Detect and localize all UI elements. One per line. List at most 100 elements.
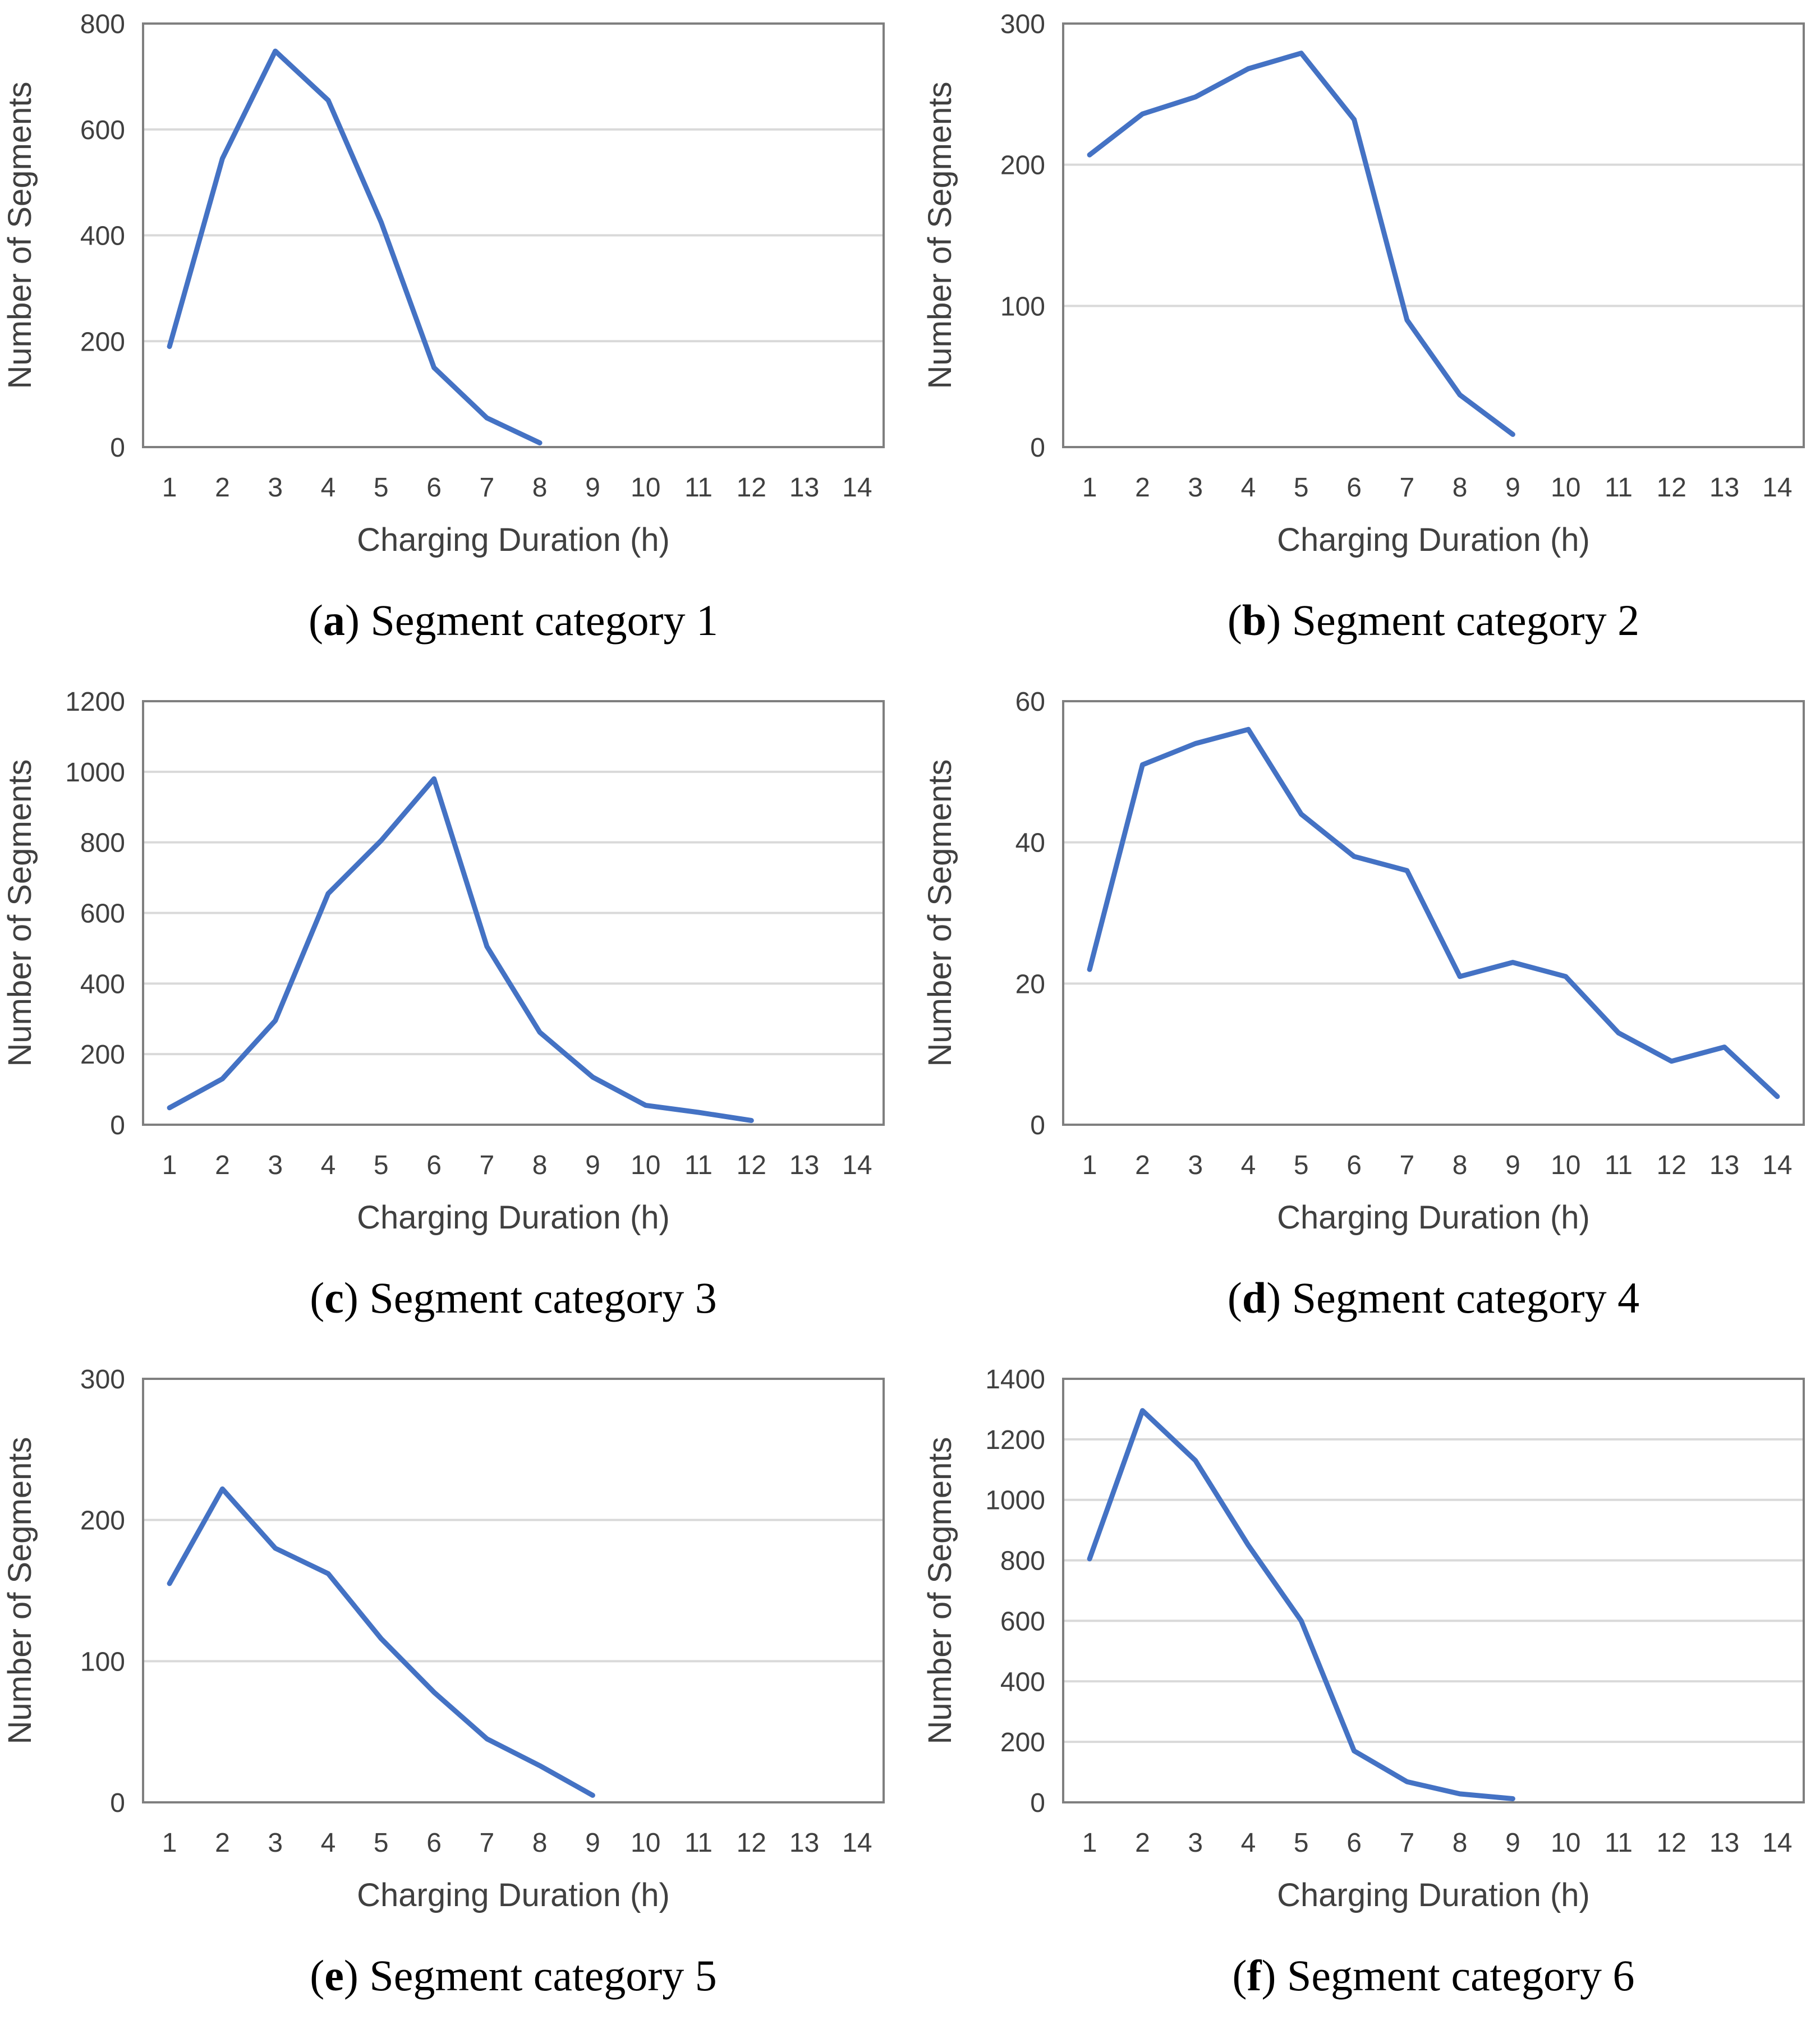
panel-caption-text: Segment category 2 (1292, 596, 1639, 645)
data-point (379, 839, 383, 843)
y-axis-title: Number of Segments (2, 759, 38, 1066)
x-tick-label: 1 (162, 1828, 177, 1858)
data-point (538, 441, 542, 445)
series-line (167, 48, 543, 445)
x-axis-title: Charging Duration (h) (1277, 1199, 1590, 1236)
data-point (327, 1572, 330, 1576)
x-tick-label: 2 (1135, 473, 1150, 503)
x-tick-label: 2 (1135, 1828, 1150, 1858)
data-point (327, 891, 330, 895)
x-tick-label: 9 (1505, 1151, 1520, 1180)
data-point (1247, 67, 1250, 71)
data-point (432, 366, 436, 370)
y-tick-label: 1400 (985, 1365, 1045, 1395)
data-point (1405, 318, 1409, 322)
x-tick-label: 3 (268, 1151, 283, 1180)
x-axis-title: Charging Duration (h) (357, 1877, 670, 1913)
y-tick-label: 400 (80, 969, 125, 999)
x-tick-label: 13 (1709, 473, 1739, 503)
x-tick-label: 4 (1241, 1151, 1256, 1180)
y-tick-label: 300 (80, 1365, 125, 1395)
y-tick-label: 200 (80, 1040, 125, 1070)
panel-caption: (b) Segment category 2 (1228, 596, 1639, 645)
x-tick-label: 7 (1400, 473, 1415, 503)
x-tick-label: 6 (426, 1151, 442, 1180)
data-point (538, 1030, 542, 1034)
y-tick-label: 200 (1000, 1728, 1045, 1757)
panel-caption-text: Segment category 1 (371, 596, 718, 645)
data-point (1299, 51, 1303, 55)
plot-area-frame (1062, 22, 1805, 448)
x-tick-label: 12 (737, 473, 766, 503)
data-point (1352, 118, 1356, 122)
x-tick-label: 1 (1082, 1151, 1097, 1180)
x-tick-label: 2 (215, 473, 230, 503)
panel-letter: b (1242, 596, 1266, 645)
x-tick-label: 13 (789, 473, 819, 503)
y-tick-label: 0 (1030, 1111, 1045, 1140)
x-tick-label: 11 (1605, 1828, 1633, 1858)
panel-caption: (a) Segment category 1 (309, 596, 718, 645)
panel-caption: (f) Segment category 6 (1233, 1951, 1635, 2000)
x-tick-label: 4 (321, 1151, 336, 1180)
x-tick-label: 8 (532, 1828, 548, 1858)
x-tick-label: 2 (215, 1828, 230, 1858)
x-tick-label: 9 (585, 473, 600, 503)
y-tick-label: 0 (110, 433, 125, 463)
y-tick-label: 0 (110, 1111, 125, 1140)
x-tick-label: 7 (480, 473, 495, 503)
x-axis-title: Charging Duration (h) (1277, 522, 1590, 558)
data-point (591, 1793, 595, 1797)
data-point (379, 1637, 383, 1641)
x-tick-label: 9 (585, 1151, 600, 1180)
x-tick-label: 12 (1657, 1151, 1686, 1180)
x-tick-label: 12 (737, 1828, 766, 1858)
x-tick-label: 11 (1605, 1151, 1633, 1180)
y-tick-label: 40 (1015, 829, 1045, 858)
data-point (220, 157, 224, 160)
data-point (273, 1547, 277, 1550)
x-tick-label: 5 (1294, 473, 1309, 503)
x-tick-label: 3 (268, 1828, 283, 1858)
x-tick-label: 2 (1135, 1151, 1150, 1180)
y-tick-label: 600 (80, 116, 125, 145)
x-tick-label: 11 (684, 473, 713, 503)
data-point (1088, 1557, 1092, 1561)
data-point (432, 777, 436, 781)
y-tick-label: 0 (1030, 1788, 1045, 1818)
y-axis-title: Number of Segments (922, 1437, 958, 1744)
data-point (1511, 1797, 1515, 1801)
panel-caption: (d) Segment category 4 (1228, 1273, 1639, 1322)
x-tick-label: 2 (215, 1151, 230, 1180)
x-tick-label: 8 (1453, 473, 1468, 503)
y-tick-label: 20 (1015, 969, 1045, 999)
data-point (1141, 112, 1145, 116)
y-tick-label: 800 (1000, 1547, 1045, 1576)
x-tick-label: 5 (374, 1828, 389, 1858)
data-point (538, 1764, 542, 1768)
x-tick-label: 5 (1294, 1151, 1309, 1180)
data-point (379, 220, 383, 224)
data-point (273, 1019, 277, 1023)
x-tick-label: 10 (631, 1828, 660, 1858)
x-tick-label: 6 (1346, 1828, 1362, 1858)
x-tick-label: 1 (162, 473, 177, 503)
data-point (1193, 95, 1197, 99)
data-point (1775, 1094, 1779, 1098)
y-tick-label: 800 (80, 829, 125, 858)
x-tick-label: 11 (684, 1828, 713, 1858)
x-tick-label: 6 (1346, 1151, 1362, 1180)
data-point (1088, 153, 1092, 157)
y-axis-title: Number of Segments (2, 1437, 38, 1744)
y-tick-label: 300 (1000, 10, 1045, 39)
data-point (1511, 960, 1515, 964)
y-tick-label: 200 (1000, 151, 1045, 181)
x-tick-label: 8 (1453, 1151, 1468, 1180)
x-tick-label: 14 (842, 1151, 872, 1180)
data-point (485, 1737, 489, 1741)
x-tick-label: 10 (1551, 1151, 1580, 1180)
data-point (168, 1106, 172, 1110)
